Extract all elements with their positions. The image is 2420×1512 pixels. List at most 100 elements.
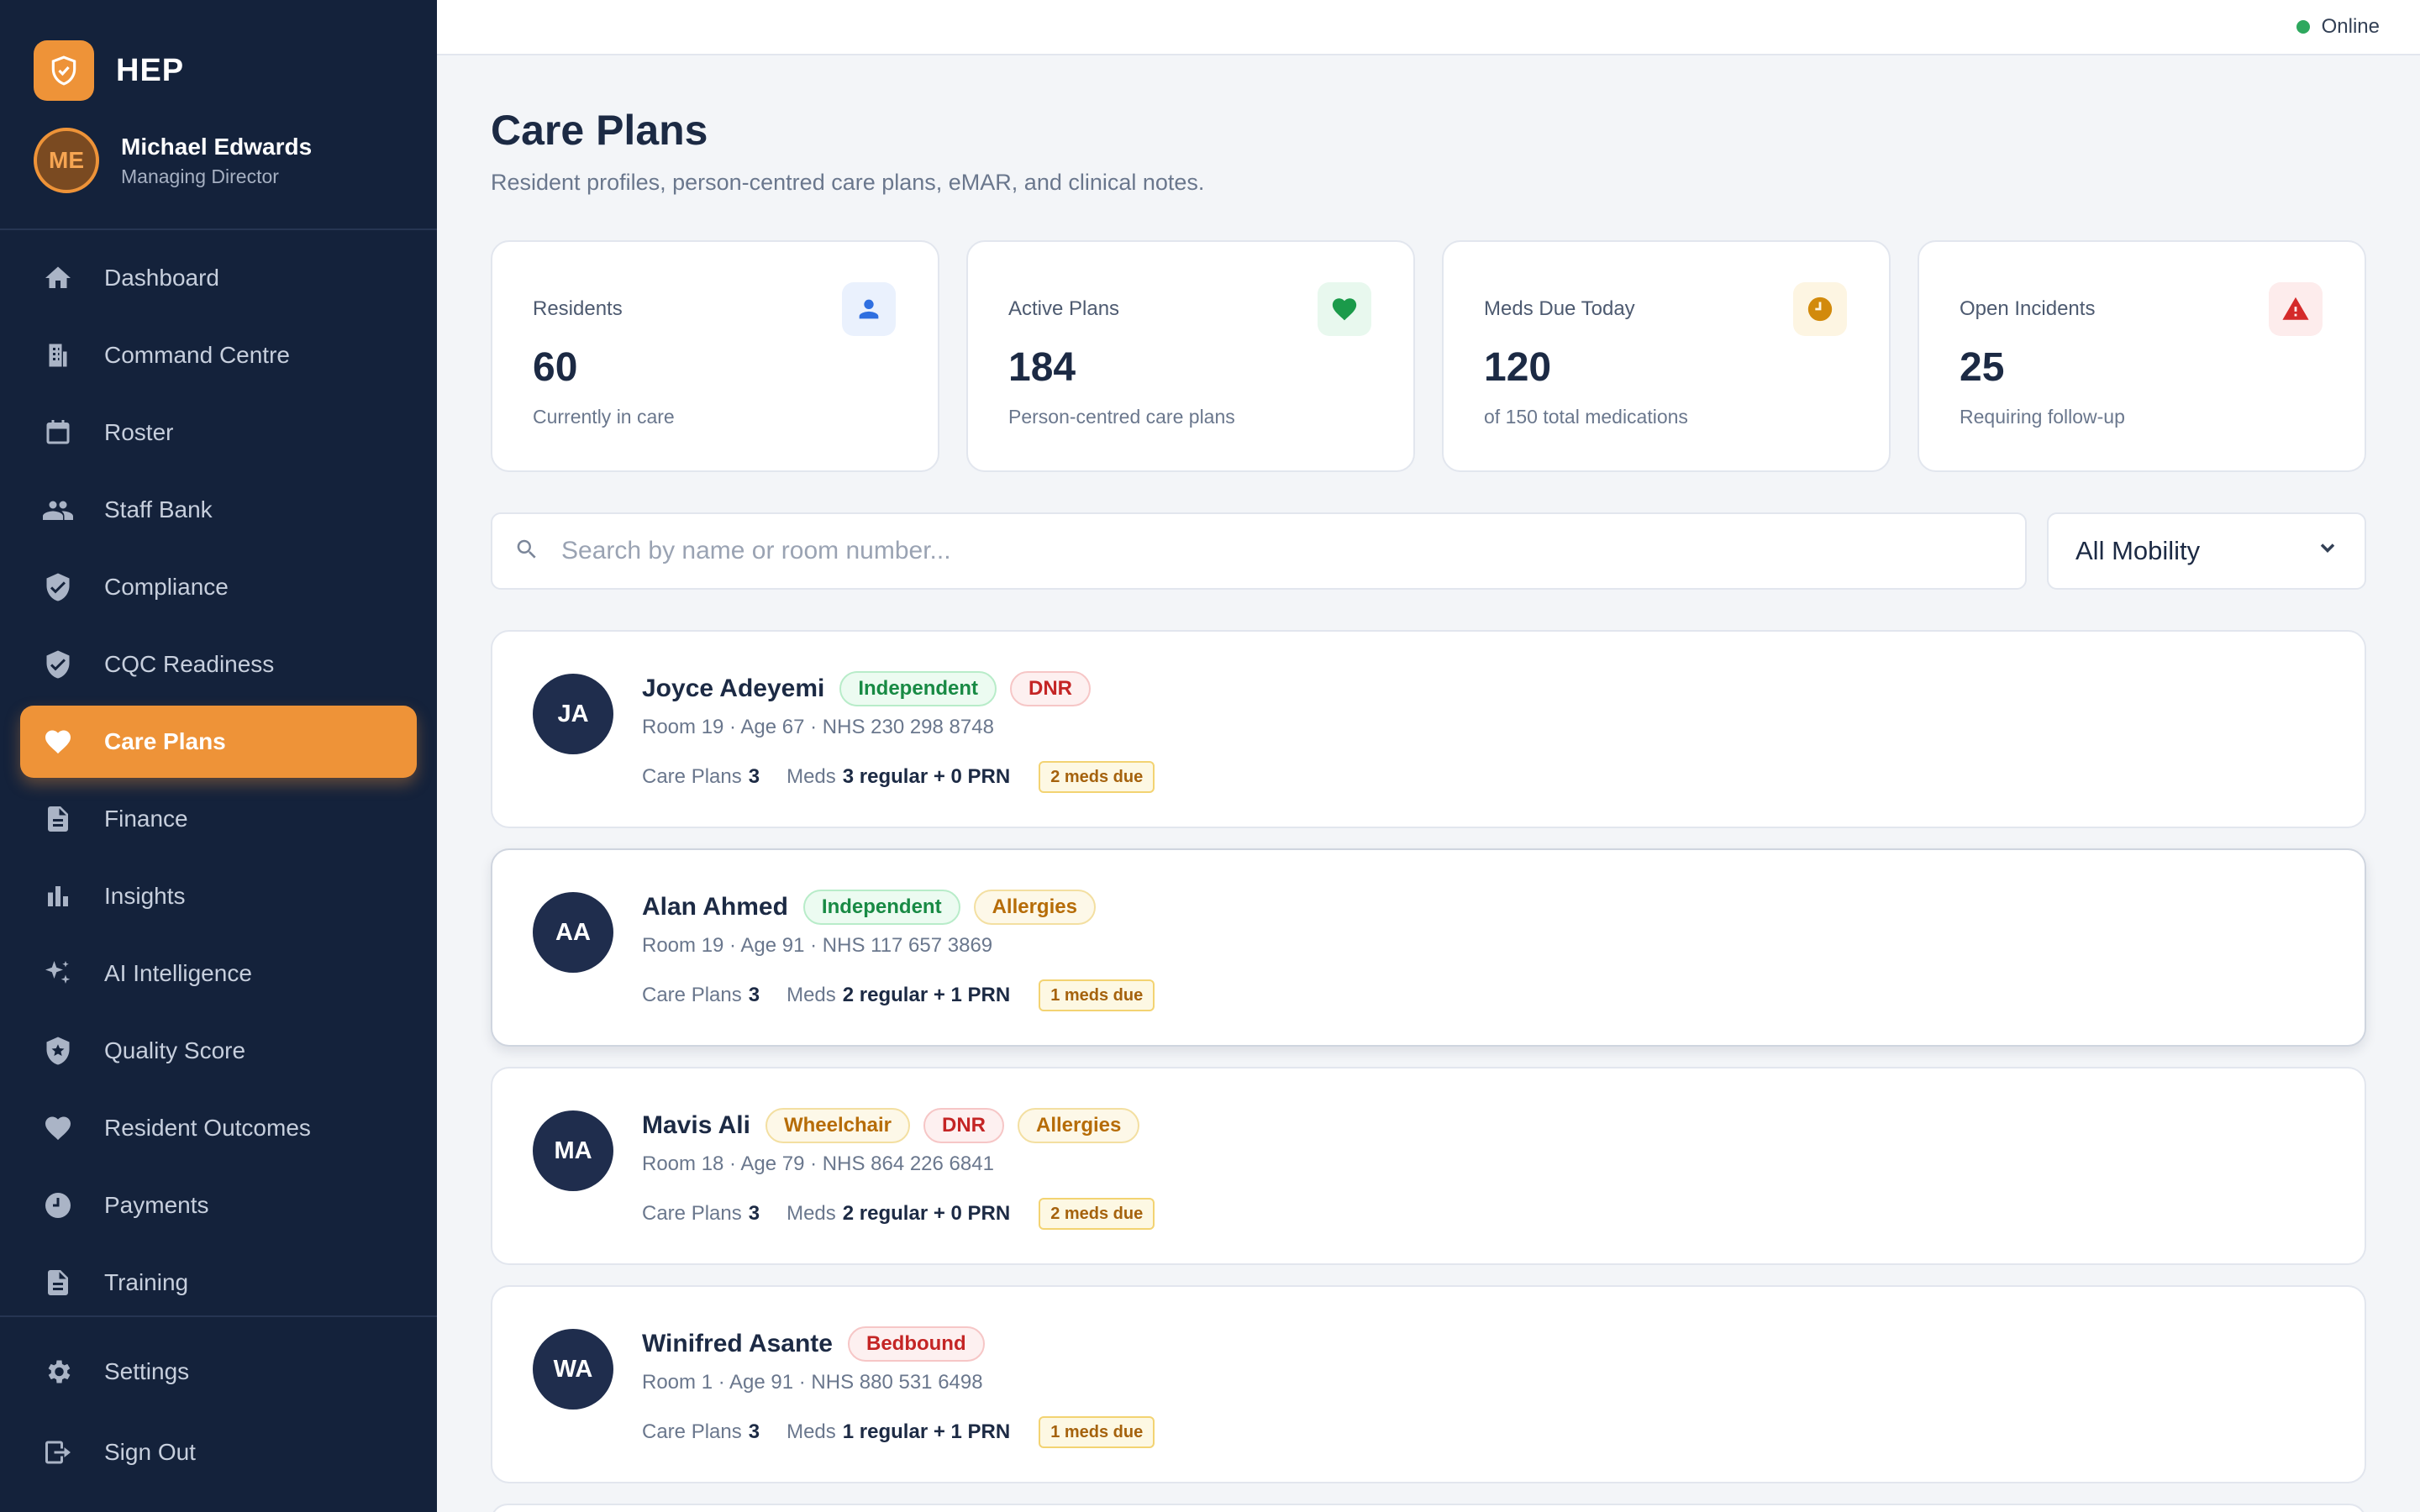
heart-icon: [42, 726, 74, 758]
heart-icon: [42, 1112, 74, 1144]
resident-name[interactable]: Joyce Adeyemi: [642, 675, 825, 702]
sidebar-item-label: Finance: [104, 806, 188, 832]
sidebar-item-staff-bank[interactable]: Staff Bank: [20, 474, 417, 546]
stat-label: Meds Due Today: [1484, 297, 1635, 320]
resident-tag: Wheelchair: [765, 1108, 910, 1143]
care-plans-label: Care Plans: [642, 984, 742, 1006]
avatar: WA: [533, 1329, 613, 1410]
mobility-filter-select[interactable]: All Mobility: [2047, 512, 2366, 590]
sidebar-item-label: Staff Bank: [104, 496, 213, 522]
sidebar-item-compliance[interactable]: Compliance: [20, 551, 417, 623]
search-input[interactable]: [561, 537, 1990, 565]
sidebar-item-label: Care Plans: [104, 728, 226, 754]
resident-card[interactable]: JA Joyce Adeyemi Independent DNR Room 19 · A…: [491, 630, 2366, 828]
sidebar-item-label: Sign Out: [104, 1439, 196, 1465]
sidebar-item-settings[interactable]: Settings: [20, 1334, 417, 1410]
calendar-icon: [42, 417, 74, 449]
resident-summary: Care Plans 3 Meds 2 regular + 0 PRN 2 meds d…: [642, 1198, 1155, 1230]
people-icon: [42, 494, 74, 526]
resident-name[interactable]: Winifred Asante: [642, 1330, 833, 1357]
resident-name[interactable]: Mavis Ali: [642, 1111, 750, 1139]
sidebar-item-label: Insights: [104, 883, 186, 909]
user-profile[interactable]: ME Michael Edwards Managing Director: [34, 128, 312, 193]
sidebar-item-payments[interactable]: Payments: [20, 1169, 417, 1242]
sidebar-item-sign-out[interactable]: Sign Out: [20, 1415, 417, 1490]
sidebar-item-roster[interactable]: Roster: [20, 396, 417, 469]
stat-label: Residents: [533, 297, 623, 320]
sidebar-item-finance[interactable]: Finance: [20, 783, 417, 855]
stat-card-residents[interactable]: Residents 60 Currently in care: [491, 240, 939, 472]
page-subtitle: Resident profiles, person-centred care p…: [491, 170, 1205, 195]
resident-tag: Bedbound: [847, 1326, 985, 1362]
sidebar-item-resident-outcomes[interactable]: Resident Outcomes: [20, 1092, 417, 1164]
sidebar-item-label: Training: [104, 1269, 189, 1295]
sidebar-item-label: Resident Outcomes: [104, 1115, 311, 1141]
bar-chart-icon: [42, 880, 74, 912]
resident-tag: Independent: [802, 890, 960, 925]
resident-card[interactable]: AA Alan Ahmed Independent Allergies Room 19 …: [491, 848, 2366, 1047]
sidebar-item-ai-intelligence[interactable]: AI Intelligence: [20, 937, 417, 1010]
resident-meta: Room 19 · Age 67 · NHS 230 298 8748: [642, 716, 994, 738]
resident-tag: DNR: [1010, 671, 1092, 706]
avatar: JA: [533, 674, 613, 754]
sidebar-item-care-plans[interactable]: Care Plans: [20, 706, 417, 778]
care-plans-count: 3: [748, 984, 760, 1006]
meds-due-badge: 1 meds due: [1039, 1416, 1155, 1448]
sidebar-item-label: CQC Readiness: [104, 651, 275, 677]
sidebar-nav: Dashboard Command Centre Roster Staff Bank C…: [20, 242, 417, 1324]
resident-meta: Room 18 · Age 79 · NHS 864 226 6841: [642, 1152, 994, 1175]
meds-due-badge: 2 meds due: [1039, 761, 1155, 793]
heart-icon: [1318, 282, 1371, 336]
sidebar-nav-bottom: Settings Sign Out: [20, 1334, 417, 1495]
sidebar-item-training[interactable]: Training: [20, 1247, 417, 1319]
resident-card[interactable]: WA Winifred Asante Bedbound Room 1 · Age 91…: [491, 1285, 2366, 1483]
sidebar-item-quality-score[interactable]: Quality Score: [20, 1015, 417, 1087]
sidebar-item-label: Quality Score: [104, 1037, 246, 1063]
user-role: Managing Director: [121, 165, 279, 187]
avatar: ME: [34, 128, 99, 193]
sidebar-item-command-centre[interactable]: Command Centre: [20, 319, 417, 391]
avatar: MA: [533, 1110, 613, 1191]
stat-caption: Person-centred care plans: [1008, 406, 1235, 428]
status-dot: [2296, 20, 2310, 34]
care-plans-label: Care Plans: [642, 765, 742, 788]
stat-label: Active Plans: [1008, 297, 1120, 320]
resident-card[interactable]: MA Mavis Ali Wheelchair DNR Allergies Room 18…: [491, 1067, 2366, 1265]
sidebar-item-cqc-readiness[interactable]: CQC Readiness: [20, 628, 417, 701]
shield-check-icon: [42, 571, 74, 603]
sign-out-icon: [42, 1436, 74, 1468]
meds-due-badge: 1 meds due: [1039, 979, 1155, 1011]
meds-summary: 2 regular + 0 PRN: [842, 1202, 1011, 1225]
gear-icon: [42, 1356, 74, 1388]
stat-card-open-incidents[interactable]: Open Incidents 25 Requiring follow-up: [1918, 240, 2366, 472]
user-name: Michael Edwards: [121, 133, 313, 160]
resident-card-partial[interactable]: [491, 1504, 2366, 1512]
sidebar-item-label: AI Intelligence: [104, 960, 252, 986]
resident-list: JA Joyce Adeyemi Independent DNR Room 19 · A…: [491, 630, 2366, 1512]
care-plans-label: Care Plans: [642, 1420, 742, 1443]
shield-logo-icon: [34, 40, 94, 101]
search-box[interactable]: [491, 512, 2027, 590]
brand[interactable]: HEP: [34, 40, 184, 101]
mobility-filter-value: All Mobility: [2075, 536, 2201, 565]
meds-summary: 2 regular + 1 PRN: [842, 984, 1011, 1006]
connection-status: Online: [2296, 15, 2380, 39]
sidebar-divider: [0, 1315, 437, 1317]
care-plans-count: 3: [748, 765, 760, 788]
resident-tag: Allergies: [1017, 1108, 1140, 1143]
stat-card-meds-due-today[interactable]: Meds Due Today 120 of 150 total medication…: [1442, 240, 1891, 472]
stat-card-active-plans[interactable]: Active Plans 184 Person-centred care plans: [966, 240, 1415, 472]
status-label: Online: [2321, 15, 2380, 38]
resident-summary: Care Plans 3 Meds 3 regular + 0 PRN 2 meds d…: [642, 761, 1155, 793]
meds-due-badge: 2 meds due: [1039, 1198, 1155, 1230]
page-title: Care Plans: [491, 107, 708, 154]
shield-star-icon: [42, 1035, 74, 1067]
resident-meta: Room 1 · Age 91 · NHS 880 531 6498: [642, 1371, 983, 1394]
meds-label: Meds: [786, 1202, 836, 1225]
chevron-down-icon: [2316, 536, 2339, 566]
document-icon: [42, 1267, 74, 1299]
sidebar-item-dashboard[interactable]: Dashboard: [20, 242, 417, 314]
stat-value: 60: [533, 345, 578, 390]
resident-name[interactable]: Alan Ahmed: [642, 893, 788, 921]
sidebar-item-insights[interactable]: Insights: [20, 860, 417, 932]
